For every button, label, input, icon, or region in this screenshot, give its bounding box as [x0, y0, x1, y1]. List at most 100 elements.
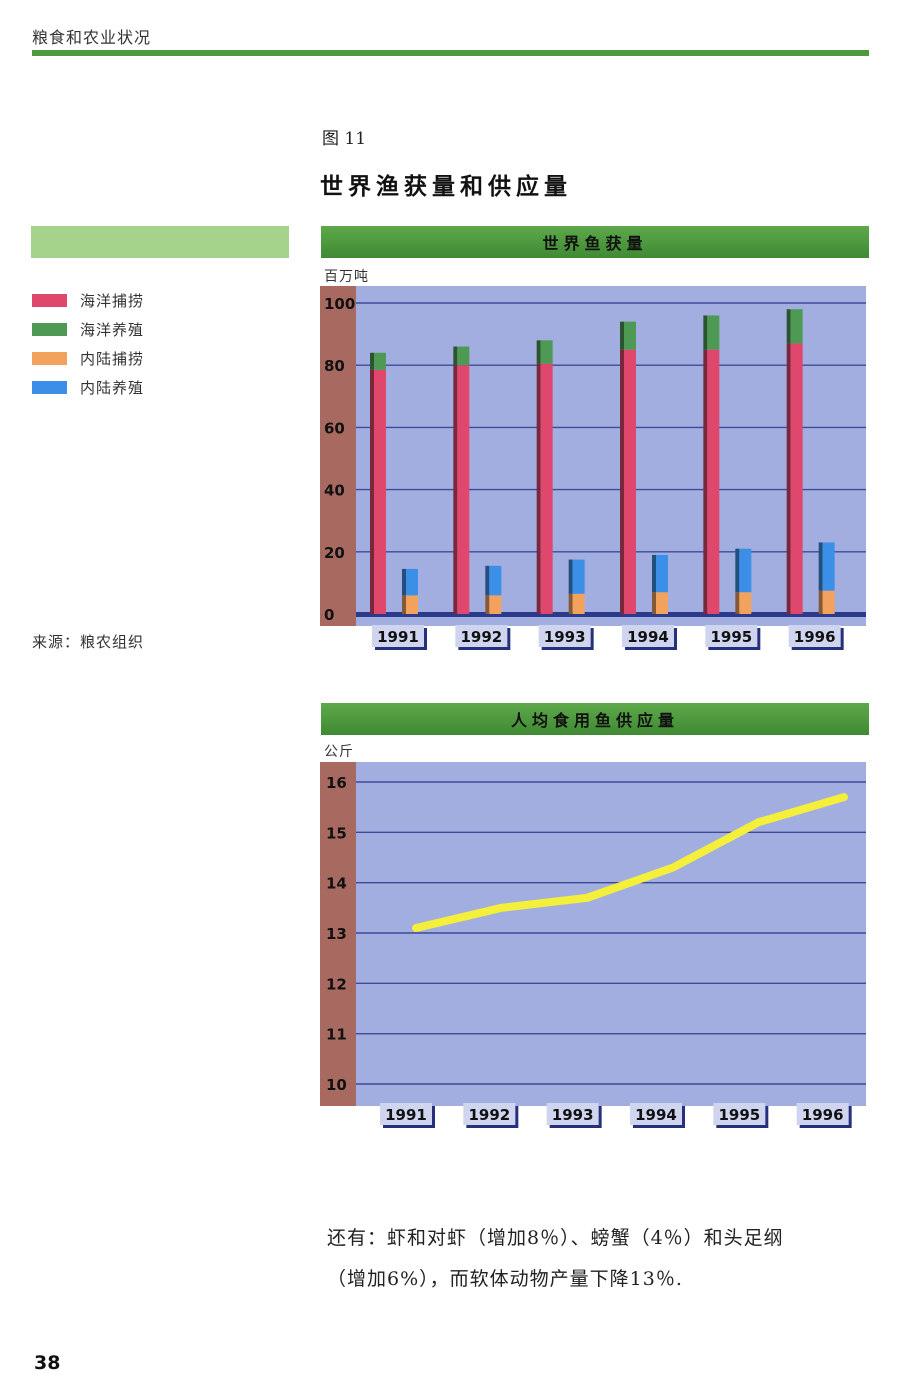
- x-tick-label: 1995: [710, 628, 752, 646]
- bar-segment-shadow: [786, 309, 791, 344]
- y-tick-label: 80: [324, 357, 345, 375]
- bar-segment: [656, 592, 668, 614]
- x-tab: [713, 1103, 766, 1125]
- data-point: [412, 924, 420, 932]
- x-tick-label: 1995: [718, 1106, 760, 1124]
- bar-segment-shadow: [620, 321, 624, 350]
- legend-label: 海洋捕捞: [80, 292, 145, 310]
- bar-segment: [406, 595, 418, 614]
- bar-segment-shadow: [703, 349, 708, 614]
- legend-swatch: [32, 323, 67, 336]
- y-tick-label: 13: [326, 925, 347, 943]
- x-tick-label: 1994: [627, 628, 669, 646]
- bar-segment-shadow: [370, 369, 374, 614]
- y-tick-label: 14: [326, 875, 347, 893]
- bar-segment-shadow: [735, 548, 740, 593]
- source-note: 来源：粮农组织: [32, 633, 145, 651]
- bar-chart: 0 20 40 60 80 100 1991 1992 1993 1994 1995 1996: [320, 286, 866, 650]
- y-tick-label: 20: [324, 544, 345, 562]
- bar-segment-shadow: [786, 343, 791, 614]
- line-chart-unit: 公斤: [324, 744, 354, 760]
- x-tick-label: 1993: [552, 1106, 594, 1124]
- bar-segment-shadow: [485, 595, 490, 614]
- bar-segment: [822, 590, 835, 614]
- bar-segment: [572, 593, 585, 614]
- y-axis-band: [320, 762, 356, 1106]
- section-title: 粮食和农业状况: [32, 28, 152, 47]
- bar-segment-shadow: [735, 592, 740, 614]
- bar-segment-shadow: [402, 568, 406, 596]
- x-tab: [788, 625, 841, 647]
- y-tick-label: 0: [324, 606, 334, 624]
- y-tick-label: 11: [326, 1026, 347, 1044]
- legend-label: 海洋养殖: [80, 321, 145, 339]
- bar-segment: [739, 592, 752, 614]
- x-tab: [372, 625, 424, 647]
- y-tick-label: 40: [324, 482, 345, 500]
- page-number: 38: [34, 1352, 61, 1374]
- bar-segment: [739, 548, 752, 593]
- bar-segment-shadow: [568, 559, 573, 594]
- bar-segment: [572, 559, 585, 594]
- figure-title: 世界渔获量和供应量: [320, 174, 572, 200]
- bar-segment-shadow: [536, 340, 541, 364]
- bar-segment-shadow: [402, 595, 406, 614]
- line-chart: 10 11 12 13 14 15 16 1991 1992 1993 1994 1995 1996: [320, 762, 866, 1128]
- bar-segment-shadow: [370, 352, 374, 370]
- bar-segment: [790, 309, 803, 344]
- data-point: [754, 818, 762, 826]
- y-axis-band: [320, 286, 356, 626]
- x-tick-label: 1993: [544, 628, 586, 646]
- legend-item-marine-capture: 海洋捕捞: [32, 286, 144, 315]
- header-rule: [32, 50, 869, 56]
- baseline: [356, 612, 866, 617]
- legend-swatch: [32, 294, 67, 307]
- bar-segment: [457, 365, 470, 614]
- x-tab: [796, 1103, 849, 1125]
- bar-segment: [489, 565, 502, 596]
- bar-segment-shadow: [485, 565, 490, 596]
- bar-segment: [374, 369, 386, 614]
- y-tick-label: 60: [324, 419, 345, 437]
- legend-label: 内陆养殖: [80, 379, 145, 397]
- bar-segment: [457, 346, 470, 366]
- x-tick-label: 1991: [377, 628, 419, 646]
- bar-segment-shadow: [568, 593, 573, 614]
- bar-chart-title: 世界鱼获量: [321, 226, 869, 258]
- x-tab: [630, 1103, 682, 1125]
- bar-segment-shadow: [652, 592, 656, 614]
- x-tick-label: 1994: [635, 1106, 677, 1124]
- x-tick-label: 1991: [385, 1106, 427, 1124]
- bar-segment: [374, 352, 386, 370]
- bar-segment: [707, 315, 720, 350]
- bar-segment-shadow: [652, 554, 656, 593]
- x-tab: [538, 625, 591, 647]
- x-tick-label: 1992: [460, 628, 502, 646]
- y-tick-label: 15: [326, 824, 347, 842]
- x-tab: [546, 1103, 599, 1125]
- data-point: [840, 793, 848, 801]
- legend-item-inland-aquaculture: 内陆养殖: [32, 373, 144, 402]
- line-chart-title: 人均食用鱼供应量: [321, 703, 869, 735]
- figure-label: 图 11: [322, 129, 367, 149]
- legend-swatch: [32, 352, 67, 365]
- bar-segment-shadow: [703, 315, 708, 350]
- note-line-1: 还有：虾和对虾（增加8％）、螃蟹（4％）和头足纲: [327, 1227, 784, 1249]
- bar-segment: [624, 349, 636, 614]
- x-tab: [705, 625, 758, 647]
- bar-segment-shadow: [818, 590, 823, 614]
- bar-segment: [489, 595, 502, 614]
- y-tick-label: 10: [326, 1076, 347, 1094]
- body-note: 还有：虾和对虾（增加8％）、螃蟹（4％）和头足纲 （增加6%），而软体动物产量下…: [327, 1218, 867, 1300]
- bar-segment-shadow: [536, 363, 541, 614]
- data-point: [669, 864, 677, 872]
- bar-segment-shadow: [620, 349, 624, 614]
- legend: 海洋捕捞 海洋养殖 内陆捕捞 内陆养殖: [32, 286, 144, 402]
- x-tick-label: 1992: [468, 1106, 510, 1124]
- data-point: [583, 894, 591, 902]
- bar-segment-shadow: [453, 346, 458, 366]
- y-tick-label: 100: [324, 295, 355, 313]
- bar-segment: [624, 321, 636, 350]
- legend-item-inland-capture: 内陆捕捞: [32, 344, 144, 373]
- legend-label: 内陆捕捞: [80, 350, 145, 368]
